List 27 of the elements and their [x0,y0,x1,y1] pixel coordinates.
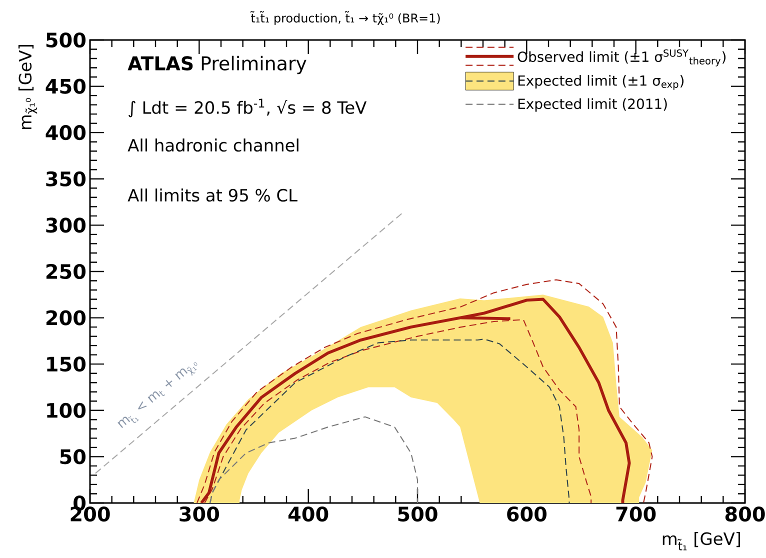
y-tick-label: 350 [46,171,86,186]
y-tick-label: 150 [47,356,86,372]
y-tick-label: 400 [46,125,86,140]
y-tick-label: 250 [46,264,86,280]
x-tick-label: 400 [288,506,328,522]
y-tick-label: 300 [46,218,86,233]
chart-title: t̃₁t̃₁ production, t̃₁ → tχ̃₁⁰ (BR=1) [250,10,440,25]
y-tick-label: 500 [46,32,86,48]
annotation: All hadronic channel [128,138,298,152]
annotation: ATLAS Preliminary [128,56,306,74]
x-tick-label: 700 [616,506,656,522]
x-tick-label: 300 [180,506,220,522]
y-axis-title: m$_{χ̃₁⁰}$ [GeV] [18,44,38,130]
x-tick-label: 800 [725,506,765,522]
annotation: m$_{t̃₁}$ < m$_{t}$ + m$_{χ̃₁⁰}$ [118,362,198,428]
legend-label: Expected limit (±1 σ$_{exp}$) [518,75,684,90]
y-tick-label: 50 [60,449,86,464]
y-tick-label: 200 [46,310,86,326]
x-tick-label: 500 [398,506,438,522]
legend-label: Expected limit (2011) [518,98,667,112]
y-tick-label: 100 [47,402,86,418]
x-axis-title: m$_{t̃₁}$ [GeV] [662,532,740,550]
x-tick-label: 600 [507,506,547,522]
annotation: ∫ Ldt = 20.5 fb$^{-1}$, √s = 8 TeV [128,98,367,118]
legend-label: Observed limit (±1 σ$^{SUSY}$$_{theory}$) [518,49,726,66]
y-tick-label: 450 [46,78,86,94]
annotation: All limits at 95 % CL [128,188,298,202]
